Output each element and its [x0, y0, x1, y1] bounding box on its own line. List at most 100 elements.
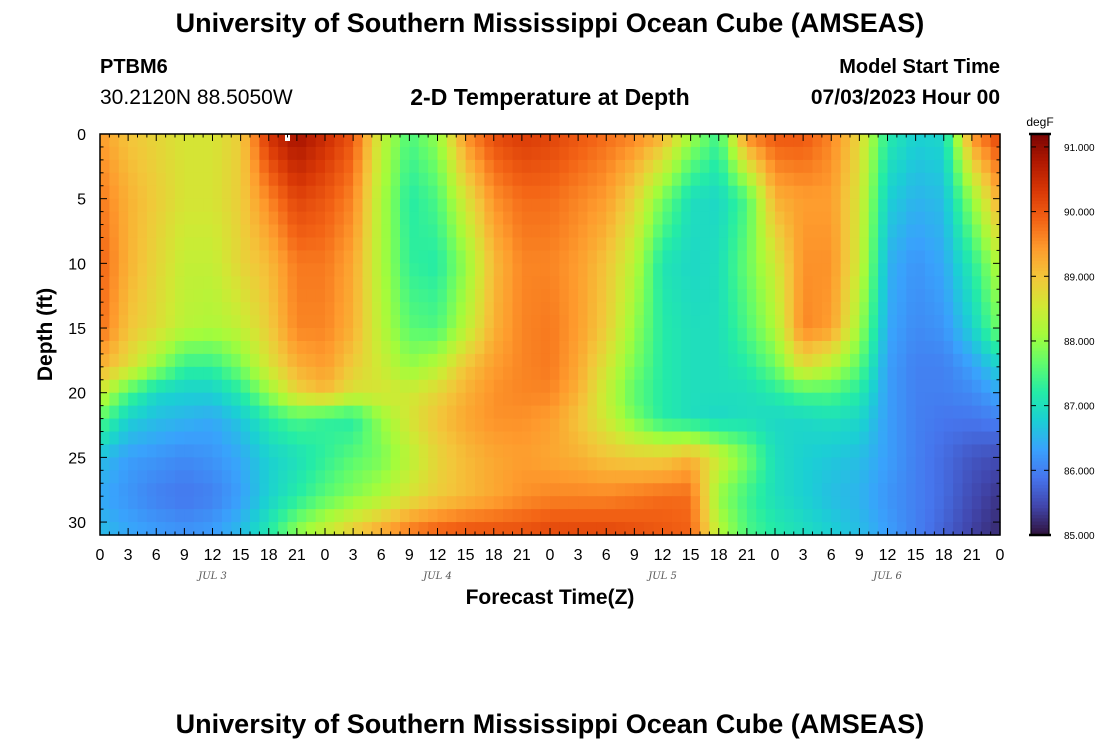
heatmap-cell — [831, 522, 842, 536]
heatmap-cell — [446, 172, 457, 187]
heatmap-cell — [625, 198, 635, 213]
heatmap-cell — [653, 302, 664, 316]
heatmap-cell — [231, 276, 242, 290]
heatmap-cell — [128, 353, 139, 368]
heatmap-cell — [596, 172, 607, 187]
heatmap-cell — [812, 328, 823, 342]
heatmap-cell — [287, 172, 298, 187]
heatmap-cell — [615, 289, 626, 303]
heatmap-cell — [634, 470, 645, 484]
heatmap-cell — [887, 366, 898, 381]
heatmap-cell — [287, 509, 298, 523]
heatmap-cell — [493, 276, 504, 290]
heatmap-cell — [953, 250, 964, 264]
heatmap-cell — [221, 276, 232, 290]
heatmap-cell — [118, 198, 129, 213]
heatmap-cell — [934, 444, 945, 458]
heatmap-cell — [259, 328, 270, 342]
heatmap-cell — [681, 134, 692, 148]
heatmap-cell — [250, 198, 260, 213]
heatmap-cell — [475, 263, 485, 277]
heatmap-cell — [671, 185, 682, 200]
heatmap-cell — [278, 496, 289, 510]
heatmap-cell — [915, 483, 926, 497]
heatmap-cell — [531, 224, 542, 239]
heatmap-cell — [690, 405, 701, 420]
heatmap-cell — [793, 159, 804, 174]
heatmap-cell — [990, 444, 1001, 458]
heatmap-cell — [906, 211, 917, 226]
heatmap-cell — [784, 159, 795, 174]
heatmap-cell — [971, 159, 982, 174]
heatmap-cell — [484, 276, 495, 290]
heatmap-cell — [803, 134, 814, 148]
heatmap-cell — [634, 353, 645, 368]
heatmap-cell — [203, 366, 214, 381]
heatmap-cell — [887, 185, 898, 200]
heatmap-cell — [409, 146, 420, 161]
heatmap-cell — [615, 483, 626, 497]
heatmap-cell — [325, 159, 335, 174]
heatmap-cell — [465, 211, 476, 226]
heatmap-cell — [718, 353, 729, 368]
heatmap-cell — [437, 211, 448, 226]
heatmap-cell — [400, 366, 410, 381]
heatmap-cell — [934, 379, 945, 394]
heatmap-cell — [990, 509, 1001, 523]
heatmap-cell — [268, 211, 279, 226]
heatmap-cell — [737, 172, 748, 187]
heatmap-cell — [343, 496, 354, 510]
heatmap-cell — [156, 496, 167, 510]
heatmap-cell — [325, 237, 335, 252]
heatmap-cell — [718, 172, 729, 187]
heatmap-cell — [512, 431, 523, 446]
heatmap-cell — [343, 172, 354, 187]
heatmap-cell — [550, 302, 560, 316]
heatmap-cell — [512, 457, 523, 471]
colorbar-swatch — [1031, 418, 1049, 422]
heatmap-cell — [587, 146, 598, 161]
heatmap-cell — [775, 276, 785, 290]
heatmap-cell — [559, 185, 570, 200]
heatmap-cell — [315, 470, 326, 484]
x-tick-label: 18 — [485, 547, 503, 564]
heatmap-cell — [587, 470, 598, 484]
heatmap-cell — [306, 418, 317, 433]
heatmap-cell — [606, 328, 617, 342]
missing-data-marker — [285, 135, 290, 141]
heatmap-cell — [381, 302, 392, 316]
heatmap-cell — [981, 379, 992, 394]
heatmap-cell — [700, 457, 710, 471]
heatmap-cell — [653, 522, 664, 536]
heatmap-cell — [128, 198, 139, 213]
heatmap-cell — [756, 211, 767, 226]
colorbar-swatch — [1031, 331, 1049, 336]
heatmap-cell — [146, 509, 157, 523]
heatmap-cell — [887, 198, 898, 213]
heatmap-cell — [653, 224, 664, 239]
heatmap-cell — [971, 198, 982, 213]
heatmap-cell — [587, 276, 598, 290]
heatmap-cell — [615, 509, 626, 523]
heatmap-cell — [325, 134, 335, 148]
heatmap-cell — [690, 392, 701, 407]
heatmap-cell — [643, 211, 654, 226]
heatmap-cell — [812, 211, 823, 226]
heatmap-cell — [540, 328, 551, 342]
heatmap-cell — [812, 392, 823, 407]
heatmap-cell — [746, 250, 757, 264]
heatmap-cell — [840, 483, 851, 497]
heatmap-cell — [990, 431, 1001, 446]
heatmap-cell — [803, 496, 814, 510]
heatmap-cell — [343, 340, 354, 355]
heatmap-cell — [559, 263, 570, 277]
heatmap-cell — [962, 509, 973, 523]
heatmap-cell — [118, 328, 129, 342]
heatmap-cell — [634, 289, 645, 303]
heatmap-cell — [259, 146, 270, 161]
heatmap-cell — [409, 457, 420, 471]
heatmap-cell — [962, 405, 973, 420]
heatmap-cell — [671, 522, 682, 536]
heatmap-cell — [540, 198, 551, 213]
heatmap-cell — [184, 198, 195, 213]
